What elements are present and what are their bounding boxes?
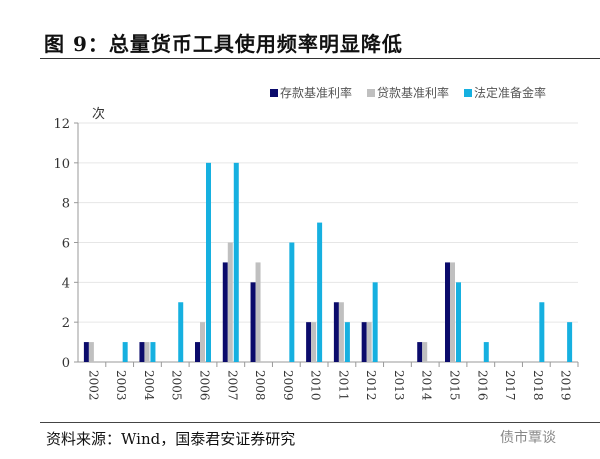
bar-rrr — [233, 162, 239, 362]
bar-deposit — [333, 302, 339, 362]
bar-deposit — [361, 322, 367, 362]
legend-label: 贷款基准利率 — [377, 85, 449, 100]
bar-deposit — [445, 262, 450, 362]
x-tick-label: 2015 — [448, 370, 462, 401]
x-tick-label: 2009 — [281, 370, 295, 401]
bar-deposit — [306, 322, 312, 362]
bar-loan — [422, 342, 428, 362]
bar-deposit — [83, 342, 89, 362]
bar-rrr — [456, 282, 461, 362]
x-tick-label: 2012 — [364, 370, 378, 401]
y-tick-label: 12 — [53, 117, 70, 132]
bar-rrr — [206, 162, 211, 362]
bar-rrr — [178, 302, 184, 362]
bar-rrr — [483, 342, 489, 362]
x-tick-label: 2018 — [531, 370, 545, 401]
title-divider — [40, 58, 600, 59]
x-tick-label: 2016 — [475, 370, 489, 401]
y-tick-label: 10 — [53, 157, 70, 172]
legend-swatch-rrr — [464, 89, 472, 97]
bar-loan — [227, 242, 233, 362]
x-tick-label: 2011 — [336, 370, 350, 401]
figure-title: 图 9：总量货币工具使用频率明显降低 — [44, 32, 403, 56]
bar-loan — [450, 262, 455, 362]
x-tick-label: 2008 — [253, 370, 267, 401]
legend-swatch-deposit — [270, 89, 278, 97]
source-divider — [40, 422, 600, 423]
bar-loan — [255, 262, 261, 362]
bar-loan — [338, 302, 344, 362]
bar-rrr — [567, 322, 573, 362]
x-tick-label: 2014 — [420, 370, 434, 401]
y-tick-label: 6 — [62, 237, 70, 252]
bar-deposit — [417, 342, 423, 362]
bar-rrr — [317, 222, 323, 362]
bar-rrr — [539, 302, 545, 362]
x-tick-label: 2017 — [503, 370, 517, 401]
y-axis-label: 次 — [92, 106, 105, 122]
bar-rrr — [150, 342, 156, 362]
bar-deposit — [250, 282, 256, 362]
bar-deposit — [222, 262, 228, 362]
bar-loan — [366, 322, 372, 362]
x-tick-label: 2007 — [225, 370, 239, 401]
bar-rrr — [122, 342, 128, 362]
x-tick-label: 2003 — [114, 370, 128, 401]
y-tick-label: 8 — [62, 197, 70, 212]
x-tick-label: 2013 — [392, 370, 406, 401]
x-tick-label: 2002 — [86, 370, 100, 401]
bar-deposit — [139, 342, 145, 362]
bar-rrr — [289, 242, 295, 362]
bar-rrr — [344, 322, 350, 362]
bar-loan — [144, 342, 150, 362]
x-tick-label: 2010 — [309, 370, 323, 401]
bar-loan — [311, 322, 317, 362]
bar-loan — [200, 322, 205, 362]
legend-label: 法定准备金率 — [474, 85, 546, 100]
x-tick-label: 2006 — [198, 370, 212, 401]
x-tick-label: 2005 — [170, 370, 184, 401]
watermark: 债市覃谈 — [500, 430, 556, 446]
bar-loan — [88, 342, 94, 362]
bar-rrr — [372, 282, 378, 362]
legend-label: 存款基准利率 — [280, 85, 352, 100]
legend-swatch-loan — [367, 89, 375, 97]
y-tick-label: 0 — [62, 356, 70, 371]
x-tick-label: 2019 — [559, 370, 573, 401]
x-tick-label: 2004 — [142, 370, 156, 401]
y-tick-label: 2 — [62, 316, 70, 331]
y-tick-label: 4 — [62, 276, 70, 291]
source-note: 资料来源：Wind，国泰君安证券研究 — [46, 430, 296, 448]
bar-deposit — [195, 342, 200, 362]
